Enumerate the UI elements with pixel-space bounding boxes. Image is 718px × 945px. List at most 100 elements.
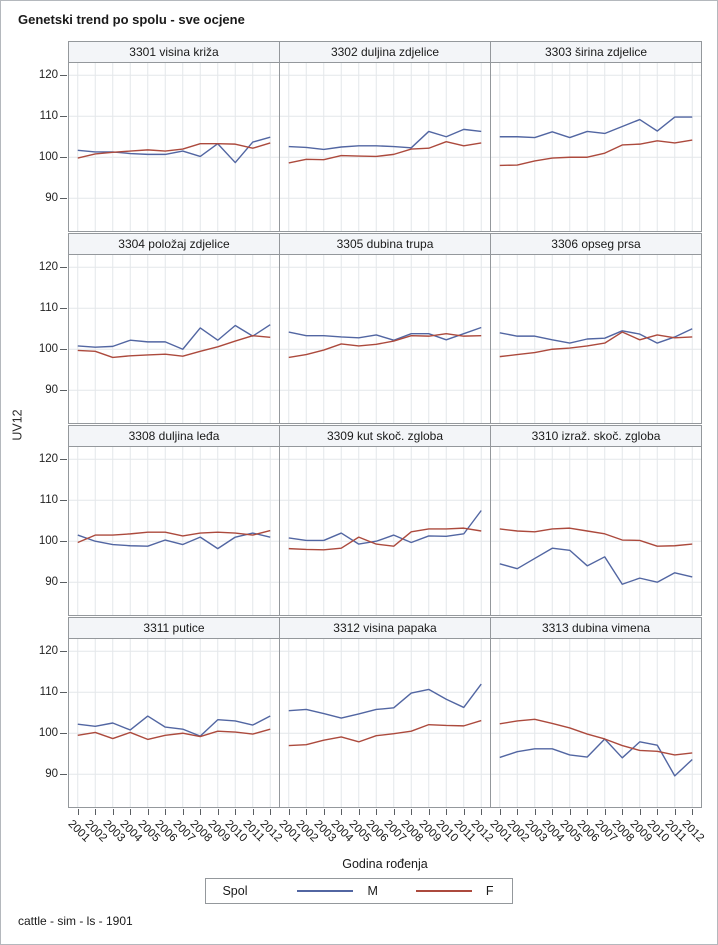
series-line-m	[288, 128, 482, 151]
x-tick-mark	[552, 809, 554, 815]
series-line-m	[499, 738, 693, 777]
series-line-m	[288, 683, 482, 719]
x-tick-mark	[517, 809, 519, 815]
panel-title: 3303 širina zdjelice	[491, 42, 701, 62]
y-axis-tick-area: 120 110 100 90	[38, 617, 68, 808]
y-tick-label: 120	[38, 261, 58, 274]
x-tick-label: 2012	[679, 818, 707, 845]
series-line-m	[288, 326, 482, 341]
y-tick-label: 90	[45, 576, 58, 589]
y-tick-mark	[60, 733, 67, 735]
y-tick-mark	[60, 541, 67, 543]
legend-title: Spol	[222, 884, 248, 898]
x-tick-mark	[428, 809, 430, 815]
series-line-f	[288, 719, 482, 747]
y-tick-label: 90	[45, 384, 58, 397]
y-tick-label: 110	[39, 686, 58, 699]
y-tick-label: 120	[38, 69, 58, 82]
series-line-f	[77, 728, 271, 741]
series-line-m	[499, 547, 693, 585]
y-tick-mark	[60, 390, 67, 392]
panel-title: 3304 položaj zdjelice	[69, 234, 279, 254]
series-line-f	[77, 529, 271, 544]
x-tick-mark	[463, 809, 465, 815]
x-tick-mark	[569, 809, 571, 815]
y-axis-tick-area: 120 110 100 90	[38, 41, 68, 232]
y-tick-label: 90	[45, 192, 58, 205]
series-line-m	[77, 532, 271, 550]
series-line-m	[499, 328, 693, 344]
x-tick-mark	[182, 809, 184, 815]
series-line-f	[77, 335, 271, 359]
panel-band-row: 3311 putice 3312 visina papaka 3313 dubina…	[68, 617, 702, 808]
series-line-f	[499, 331, 693, 358]
panel-plot	[491, 447, 701, 615]
x-tick-mark	[639, 809, 641, 815]
y-axis-title: UV12	[11, 408, 25, 441]
series-line-f	[77, 142, 271, 159]
panel-title: 3312 visina papaka	[280, 618, 490, 638]
legend-item-f: F	[415, 884, 494, 898]
panel-plot	[69, 255, 279, 423]
x-tick-mark	[95, 809, 97, 815]
series-line-m	[499, 116, 693, 139]
y-tick-label: 100	[38, 151, 58, 164]
panel-title: 3308 duljina leđa	[69, 426, 279, 446]
y-tick-mark	[60, 651, 67, 653]
y-tick-mark	[60, 198, 67, 200]
panel-title: 3313 dubina vimena	[491, 618, 701, 638]
panel-plot	[491, 639, 701, 807]
panel-plot	[280, 63, 490, 231]
x-tick-mark	[77, 809, 79, 815]
x-tick-mark	[622, 809, 624, 815]
x-tick-mark	[147, 809, 149, 815]
x-tick-mark	[235, 809, 237, 815]
y-tick-label: 120	[38, 453, 58, 466]
legend: Spol M F	[205, 878, 513, 904]
y-axis-title-area: UV12	[1, 41, 35, 808]
panel-title: 3309 kut skoč. zgloba	[280, 426, 490, 446]
series-line-f	[499, 718, 693, 756]
legend-label-m: M	[367, 884, 378, 898]
y-tick-mark	[60, 308, 67, 310]
x-tick-mark	[341, 809, 343, 815]
y-tick-label: 100	[38, 727, 58, 740]
x-tick-mark	[270, 809, 272, 815]
y-tick-label: 110	[39, 494, 58, 507]
legend-label-f: F	[485, 884, 494, 898]
y-tick-mark	[60, 582, 67, 584]
panel-plot	[69, 639, 279, 807]
x-tick-mark	[411, 809, 413, 815]
x-tick-mark	[165, 809, 167, 815]
panel-row: 120 110 100 90 3308 duljina leđa 3309 kut sko…	[38, 425, 702, 616]
x-tick-mark	[376, 809, 378, 815]
x-tick-mark	[252, 809, 254, 815]
series-line-f	[499, 527, 693, 547]
y-axis-tick-area: 120 110 100 90	[38, 233, 68, 424]
y-tick-mark	[60, 349, 67, 351]
y-tick-label: 90	[45, 768, 58, 781]
y-tick-label: 110	[39, 302, 58, 315]
x-tick-mark	[306, 809, 308, 815]
panel-plot	[280, 255, 490, 423]
x-tick-mark	[217, 809, 219, 815]
x-tick-mark	[481, 809, 483, 815]
x-tick-mark	[604, 809, 606, 815]
legend-item-m: M	[297, 884, 378, 898]
panel-row: 120 110 100 90 3304 položaj zdjelice 3305 dub…	[38, 233, 702, 424]
panel-title: 3311 putice	[69, 618, 279, 638]
panel-plot	[69, 63, 279, 231]
panel-plot	[491, 63, 701, 231]
x-tick-mark	[358, 809, 360, 815]
x-tick-mark	[692, 809, 694, 815]
series-line-m	[77, 324, 271, 350]
x-tick-mark	[288, 809, 290, 815]
legend-line-m-icon	[297, 890, 354, 892]
x-axis-title: Godina rođenja	[342, 857, 428, 871]
panel-title: 3302 duljina zdjelice	[280, 42, 490, 62]
panel-grid: 120 110 100 90 3301 visina križa 3302 duljina…	[38, 41, 702, 808]
y-tick-mark	[60, 459, 67, 461]
panel-band-row: 3301 visina križa 3302 duljina zdjelice 33…	[68, 41, 702, 232]
x-tick-mark	[534, 809, 536, 815]
